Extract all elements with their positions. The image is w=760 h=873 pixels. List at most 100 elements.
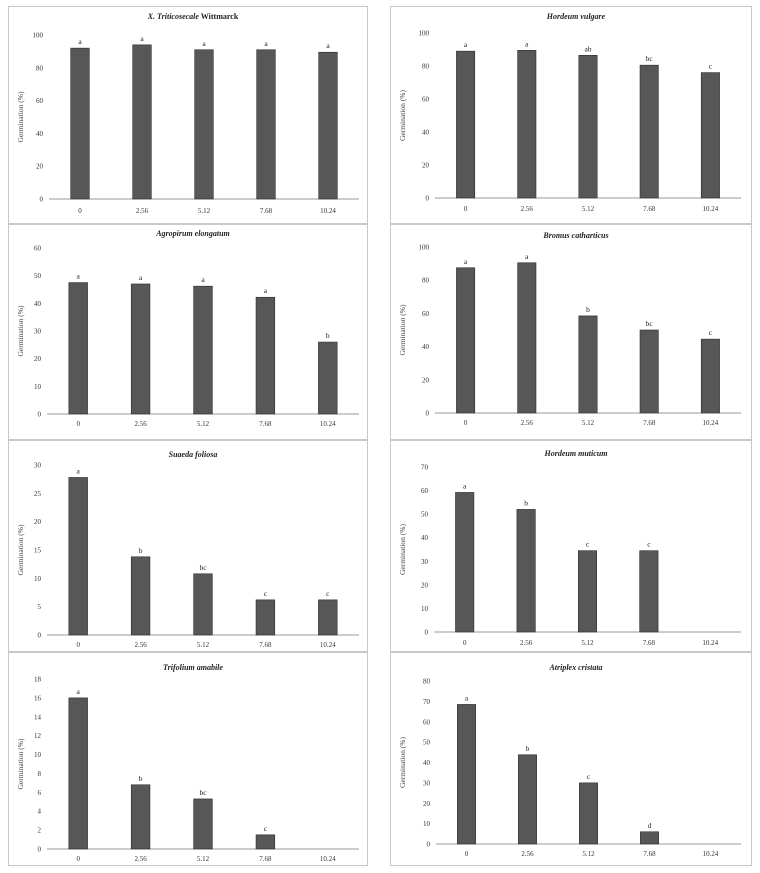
x-tick-label: 10.24 [320, 855, 336, 863]
bar [578, 315, 598, 414]
bar [130, 283, 151, 415]
significance-label: a [525, 252, 529, 261]
x-tick-label: 0 [76, 641, 80, 649]
bar [640, 831, 659, 845]
y-tick-label: 40 [421, 534, 429, 542]
x-tick-label: 10.24 [703, 205, 719, 213]
x-tick-label: 0 [76, 855, 80, 863]
y-tick-label: 10 [34, 383, 42, 391]
y-tick-label: 12 [34, 732, 42, 740]
bar [456, 50, 476, 199]
x-tick-label: 7.68 [259, 855, 272, 863]
x-tick-label: 5.12 [582, 205, 595, 213]
y-tick-label: 30 [34, 328, 42, 336]
y-tick-label: 70 [421, 464, 429, 472]
y-tick-label: 60 [423, 718, 431, 726]
x-tick-label: 5.12 [197, 855, 210, 863]
significance-label: c [264, 589, 268, 598]
x-tick-label: 7.68 [259, 420, 272, 428]
bar [68, 282, 88, 415]
bar [130, 556, 151, 636]
significance-label: a [77, 687, 81, 696]
bar [132, 44, 152, 200]
y-tick-label: 16 [34, 694, 42, 702]
bar [68, 477, 88, 636]
y-tick-label: 0 [427, 841, 431, 849]
significance-label: a [77, 272, 81, 281]
significance-label: a [465, 693, 469, 702]
y-tick-label: 6 [38, 789, 42, 797]
y-axis-label: Germination (%) [398, 736, 407, 788]
y-tick-label: 25 [34, 490, 42, 498]
x-tick-label: 10.24 [320, 420, 336, 428]
x-tick-label: 0 [78, 207, 82, 215]
x-tick-label: 7.68 [643, 205, 656, 213]
bar [318, 51, 338, 200]
y-tick-label: 15 [34, 547, 42, 555]
bar [255, 296, 276, 415]
y-tick-label: 0 [425, 629, 429, 637]
y-axis-label: Germination (%) [16, 738, 25, 790]
y-axis-label: Germination (%) [398, 89, 407, 141]
y-tick-label: 40 [423, 759, 431, 767]
y-tick-label: 60 [422, 96, 430, 104]
y-tick-label: 40 [422, 343, 430, 351]
significance-label: bc [199, 563, 207, 572]
significance-label: a [326, 41, 330, 50]
y-axis-label: Germination (%) [16, 524, 25, 576]
significance-label: a [264, 39, 268, 48]
chart-title: Trifolium amabile [163, 663, 223, 672]
x-tick-label: 5.12 [582, 419, 595, 427]
y-tick-label: 40 [34, 300, 42, 308]
bar [457, 704, 476, 845]
y-tick-label: 80 [423, 678, 431, 686]
significance-label: bc [199, 788, 207, 797]
x-tick-label: 10.24 [320, 641, 336, 649]
bar [518, 754, 537, 845]
bar [579, 782, 598, 845]
x-tick-label: 5.12 [581, 639, 594, 647]
bar [68, 697, 88, 850]
significance-label: a [140, 34, 144, 43]
significance-label: a [464, 257, 468, 266]
y-axis-label: Germination (%) [398, 304, 407, 356]
chart-panel: Agropirum elongatum 0 10 20 30 40 50 60 Germinat… [8, 224, 368, 440]
y-tick-label: 0 [40, 196, 44, 204]
x-tick-label: 0 [463, 639, 467, 647]
y-tick-label: 20 [423, 800, 431, 808]
bar [516, 509, 536, 633]
y-tick-label: 100 [33, 32, 44, 40]
significance-label: a [77, 466, 81, 475]
significance-label: b [526, 744, 530, 753]
chart-svg: Trifolium amabile 0 2 4 6 8 10 12 14 16 18 Germinat… [16, 663, 359, 863]
significance-label: a [264, 286, 268, 295]
significance-label: d [648, 821, 652, 830]
x-tick-label: 7.68 [643, 419, 656, 427]
significance-label: bc [646, 54, 654, 63]
significance-label: c [587, 772, 591, 781]
y-tick-label: 30 [34, 462, 42, 470]
bar [577, 550, 598, 633]
y-tick-label: 20 [422, 162, 430, 170]
y-tick-label: 30 [423, 779, 431, 787]
chart-panel: Trifolium amabile 0 2 4 6 8 10 12 14 16 18 Germinat… [8, 652, 368, 866]
chart-title: Atriplex cristata [548, 663, 602, 672]
significance-label: bc [646, 319, 654, 328]
bar [70, 47, 90, 200]
y-tick-label: 0 [38, 632, 42, 640]
significance-label: b [524, 498, 528, 507]
y-tick-label: 50 [421, 511, 429, 519]
chart-svg: Hordeum muticum 0 10 20 30 40 50 60 70 Germinatio… [398, 449, 741, 647]
x-tick-label: 7.68 [643, 639, 656, 647]
y-tick-label: 10 [423, 820, 431, 828]
y-tick-label: 60 [34, 245, 42, 253]
x-tick-label: 7.68 [260, 207, 273, 215]
x-tick-label: 2.56 [521, 419, 534, 427]
x-tick-label: 10.24 [320, 207, 336, 215]
y-tick-label: 5 [38, 603, 42, 611]
y-tick-label: 50 [34, 272, 42, 280]
x-tick-label: 0 [465, 850, 469, 858]
x-tick-label: 0 [464, 419, 468, 427]
x-tick-label: 0 [464, 205, 468, 213]
y-tick-label: 100 [419, 30, 430, 38]
